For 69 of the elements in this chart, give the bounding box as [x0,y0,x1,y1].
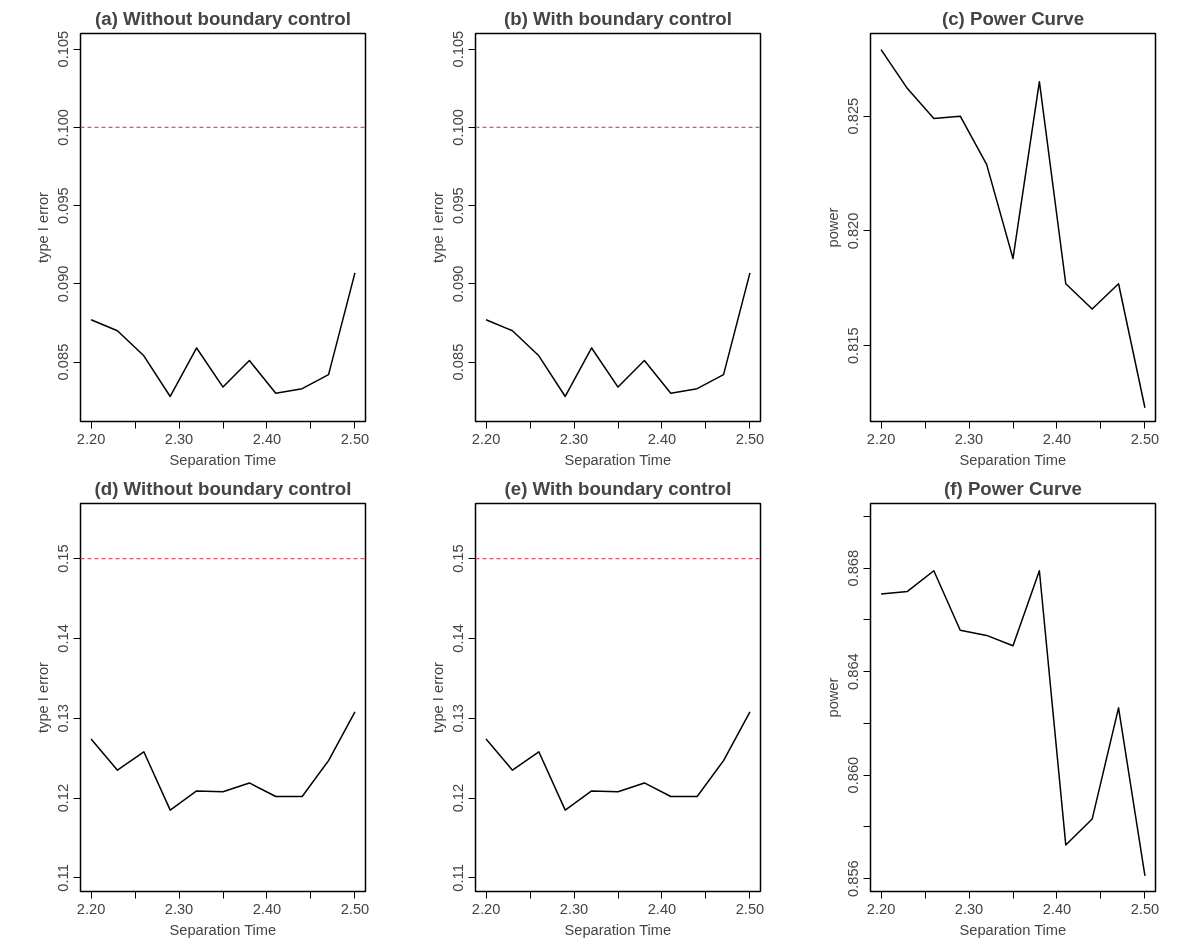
y-axis-title: type I error [429,661,446,733]
y-axis-title: power [824,677,841,718]
x-tick-label: 2.40 [252,900,282,917]
x-tick-label: 2.50 [1130,900,1160,917]
y-tick-label: 0.11 [55,864,72,892]
y-tick-label: 0.868 [845,549,862,587]
x-tick-label: 2.50 [340,430,370,447]
x-tick-label: 2.50 [1130,430,1160,447]
x-axis-title: Separation Time [564,921,672,938]
y-tick-label: 0.090 [55,265,72,303]
x-tick-label: 2.20 [76,900,106,917]
y-tick-label: 0.105 [450,30,467,68]
x-tick-label: 2.30 [559,430,589,447]
x-tick-label: 2.50 [735,900,765,917]
y-tick-label: 0.815 [845,327,862,365]
y-tick-label: 0.095 [450,187,467,224]
y-tick-label: 0.100 [450,109,467,146]
x-tick-label: 2.30 [559,900,589,917]
y-tick-label: 0.860 [845,756,862,794]
chart-title: (c) Power Curve [941,7,1085,29]
x-axis-title: Separation Time [959,921,1067,938]
x-tick-label: 2.40 [647,900,677,917]
y-axis-title: type I error [34,661,51,733]
chart-title: (d) Without boundary control [94,477,352,499]
y-tick-label: 0.085 [55,343,72,381]
x-tick-label: 2.20 [866,430,896,447]
x-tick-label: 2.40 [1042,900,1072,917]
x-axis-title: Separation Time [564,451,672,468]
y-tick-label: 0.820 [845,212,862,250]
chart-title: (e) With boundary control [504,477,732,499]
x-tick-label: 2.20 [471,430,501,447]
x-tick-label: 2.30 [164,430,194,447]
x-axis-title: Separation Time [169,921,277,938]
x-tick-label: 2.20 [76,430,106,447]
x-tick-label: 2.30 [954,900,984,917]
y-tick-label: 0.825 [845,97,862,135]
y-tick-label: 0.15 [55,544,72,573]
x-tick-label: 2.40 [1042,430,1072,447]
y-tick-label: 0.12 [55,783,72,813]
x-tick-label: 2.40 [252,430,282,447]
y-tick-label: 0.856 [845,860,862,897]
x-axis-title: Separation Time [169,451,277,468]
y-tick-label: 0.14 [55,624,72,653]
y-axis-title: power [824,207,841,248]
y-tick-label: 0.11 [450,864,467,892]
y-tick-label: 0.12 [450,783,467,813]
y-tick-label: 0.105 [55,30,72,68]
x-tick-label: 2.20 [471,900,501,917]
x-tick-label: 2.30 [164,900,194,917]
x-axis-title: Separation Time [959,451,1067,468]
x-tick-label: 2.20 [866,900,896,917]
y-tick-label: 0.13 [450,703,467,733]
x-tick-label: 2.50 [340,900,370,917]
chart-title: (b) With boundary control [504,7,732,29]
x-tick-label: 2.30 [954,430,984,447]
y-tick-label: 0.100 [55,109,72,146]
y-axis-title: type I error [34,191,51,263]
y-tick-label: 0.090 [450,265,467,303]
y-tick-label: 0.095 [55,187,72,224]
y-tick-label: 0.085 [450,343,467,381]
y-tick-label: 0.864 [845,653,862,690]
y-tick-label: 0.15 [450,544,467,573]
y-tick-label: 0.13 [55,703,72,733]
x-tick-label: 2.50 [735,430,765,447]
chart-title: (f) Power Curve [944,477,1082,499]
chart-title: (a) Without boundary control [95,7,351,29]
y-axis-title: type I error [429,191,446,263]
y-tick-label: 0.14 [450,624,467,653]
x-tick-label: 2.40 [647,430,677,447]
